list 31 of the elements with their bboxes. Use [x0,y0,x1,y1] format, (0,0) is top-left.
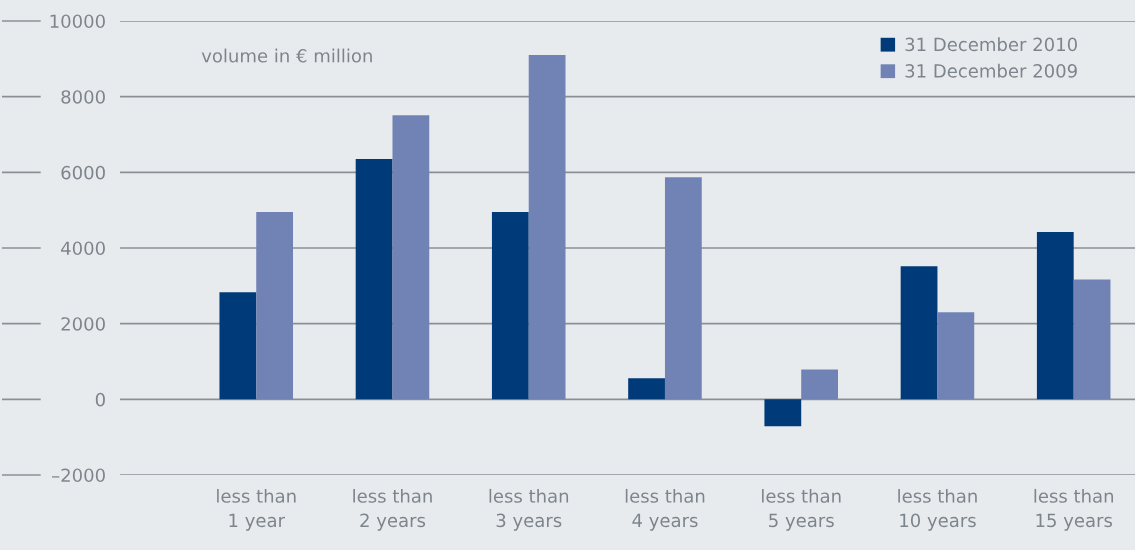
bar [219,292,257,400]
bar [528,55,566,400]
bar [355,159,393,400]
annotation: volume in € million [201,48,372,63]
x-tick-label: less than 5 years [762,488,841,531]
bar [1036,232,1074,400]
bar [764,399,802,427]
y-tick-label: 4000 [61,241,105,256]
legend-label: 31 December 2010 [905,37,1077,52]
y-tick-label: 6000 [61,165,105,180]
x-tick-label: less than 3 years [489,488,569,531]
bar [900,266,938,400]
bar [256,212,294,400]
bar [628,378,665,400]
y-tick-label: 8000 [61,90,105,104]
y-tick-label: –2000 [52,468,105,483]
bar [1073,279,1111,400]
y-tick-label: 10000 [50,14,105,29]
x-tick-label: less than 2 years [353,488,432,531]
x-tick-label: less than 4 years [625,488,705,531]
bar [392,115,430,400]
legend-label: 31 December 2009 [905,63,1077,78]
y-tick-label: 0 [95,392,105,407]
y-tick-label: 2000 [61,317,105,331]
x-tick-label: less than 10 years [898,488,977,531]
bar [937,312,975,400]
bar [664,177,702,400]
bar [801,369,838,400]
bar [491,212,529,400]
x-tick-label: less than 1 year [217,488,296,531]
x-tick-label: less than 15 years [1034,488,1114,531]
